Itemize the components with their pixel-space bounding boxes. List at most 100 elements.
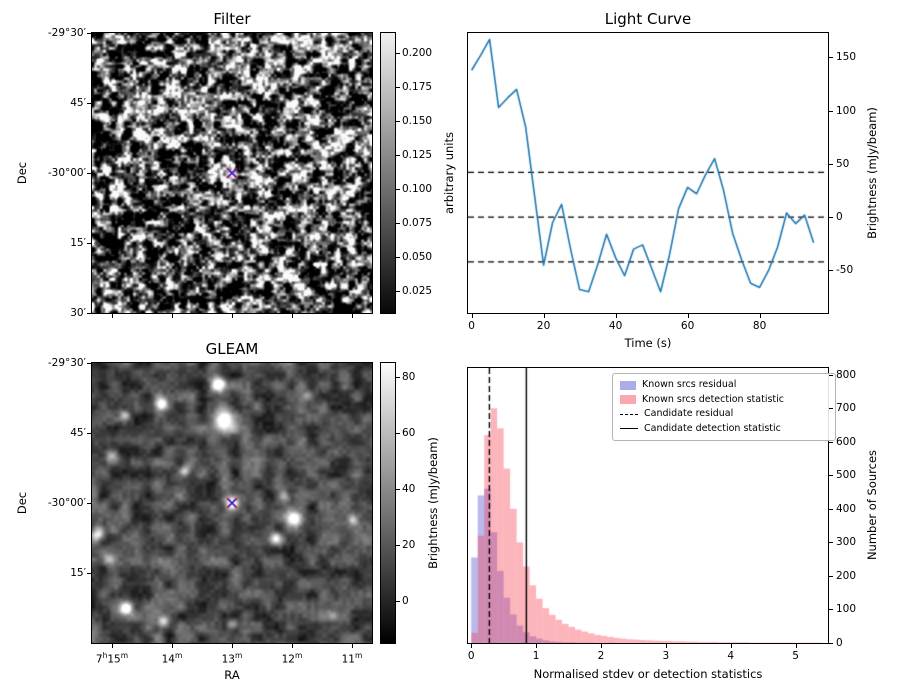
hist-ytick-label: 300: [836, 536, 857, 549]
filter-ytick: [87, 173, 91, 174]
filter-ytick-label: 45′: [70, 97, 86, 109]
hist-ytick-label: 500: [836, 469, 857, 482]
hist-xtick: [536, 644, 538, 648]
filter-cbar-tick: [396, 291, 400, 293]
gleam-xtick: [111, 644, 113, 648]
lc-ytick-label: 150: [836, 51, 857, 64]
histogram-xlabel: Normalised stdev or detection statistics: [533, 667, 763, 681]
filter-ytick-label: -29°30′: [47, 27, 86, 39]
hist-ytick-label: 200: [836, 569, 857, 582]
filter-cbar-tick: [396, 53, 400, 55]
filter-cbar-tick-label: 0.175: [402, 81, 433, 94]
gleam-heatmap: [91, 362, 373, 644]
hist-xtick: [730, 644, 732, 648]
gleam-cbar-tick: [396, 489, 400, 490]
gleam-cbar-tick-label: 80: [402, 371, 416, 383]
legend-label: Candidate detection statistic: [644, 422, 781, 434]
hist-xtick: [471, 644, 473, 648]
gleam-xtick: [171, 644, 173, 648]
hist-xtick: [665, 644, 667, 648]
lc-ytick: [829, 217, 833, 219]
gleam-ytick: [87, 573, 91, 574]
gleam-ytick: [87, 503, 91, 504]
light-curve-title: Light Curve: [604, 10, 692, 28]
hist-xtick-label: 2: [597, 650, 605, 662]
light-curve-plot: [467, 32, 829, 314]
filter-cbar-tick-label: 0.200: [402, 47, 433, 60]
hist-ytick: [829, 575, 833, 577]
lc-ytick-label: 50: [836, 157, 850, 170]
lc-ytick: [829, 110, 833, 112]
lc-ytick: [829, 270, 833, 272]
hist-ytick-label: 700: [836, 402, 857, 415]
hist-ytick-label: 100: [836, 603, 857, 616]
gleam-xtick: [232, 644, 233, 648]
histogram-legend: Known srcs residual Known srcs detection…: [612, 373, 836, 441]
filter-cbar-tick: [396, 257, 400, 259]
filter-cbar-tick-label: 0.150: [402, 115, 433, 128]
hist-ytick-label: 600: [836, 435, 857, 448]
hist-xtick-label: 1: [532, 650, 540, 662]
filter-ytick: [87, 103, 91, 104]
hist-ytick: [829, 542, 833, 544]
filter-xtick: [232, 314, 233, 318]
filter-cbar-tick-label: 0.050: [402, 251, 433, 264]
hist-ytick: [829, 408, 833, 410]
gleam-title: GLEAM: [205, 340, 259, 358]
gleam-cbar-tick-label: 0: [402, 595, 409, 607]
filter-cbar-tick-label: 0.100: [402, 183, 433, 196]
hist-xtick-label: 5: [792, 650, 799, 662]
legend-solid-line-icon: [620, 428, 638, 430]
lc-ytick-label: 100: [836, 104, 857, 117]
filter-xtick: [292, 314, 293, 318]
gleam-xtick-label: 7h15m: [95, 651, 129, 666]
gleam-xtick: [352, 644, 353, 648]
filter-cbar-tick-label: 0.125: [402, 149, 433, 162]
gleam-xtick-label: 13m: [221, 651, 243, 666]
hist-ytick-label: 400: [836, 502, 857, 515]
filter-cbar-tick: [396, 223, 400, 225]
legend-label: Known srcs detection statistic: [642, 393, 784, 405]
gleam-xtick-label: 12m: [281, 651, 303, 666]
filter-cbar-tick: [396, 87, 400, 89]
filter-cbar-tick: [396, 189, 400, 191]
legend-item-candidate-residual: Candidate residual: [620, 407, 828, 422]
gleam-ytick-label: -30°00′: [47, 497, 86, 509]
gleam-cbar-tick: [396, 601, 400, 602]
light-curve-xlabel: Time (s): [624, 336, 672, 350]
gleam-cbar-tick: [396, 545, 400, 546]
lc-xtick-label: 40: [608, 320, 623, 332]
filter-ytick-label: 30′: [70, 307, 86, 319]
legend-dashed-line-icon: [620, 413, 638, 415]
gleam-xtick-label: 14m: [161, 651, 183, 666]
lc-xtick: [687, 314, 689, 318]
hist-ytick: [829, 508, 833, 510]
filter-title: Filter: [213, 10, 251, 28]
filter-ytick-label: -30°00′: [47, 167, 86, 179]
filter-cbar-tick: [396, 121, 400, 123]
filter-xtick: [352, 314, 353, 318]
gleam-ytick-label: 45′: [70, 427, 86, 439]
filter-colorbar-label: arbitrary units: [442, 131, 456, 215]
hist-xtick: [795, 644, 797, 648]
hist-ytick: [829, 441, 833, 443]
gleam-cbar-tick: [396, 377, 400, 378]
lc-ytick: [829, 163, 833, 165]
legend-label: Known srcs residual: [642, 379, 737, 390]
hist-ytick: [829, 374, 833, 376]
gleam-xlabel: RA: [224, 668, 240, 682]
filter-ytick: [87, 313, 91, 314]
gleam-cbar-tick-label: 40: [402, 483, 416, 495]
legend-patch-known-residual: [620, 380, 636, 390]
lc-xtick-label: 60: [680, 320, 695, 332]
filter-ytick: [87, 243, 91, 244]
filter-cbar-tick-label: 0.025: [402, 285, 433, 298]
gleam-ytick: [87, 433, 91, 434]
gleam-cbar-tick: [396, 433, 400, 434]
hist-xtick: [600, 644, 602, 648]
gleam-xtick: [292, 644, 293, 648]
gleam-cbar-tick-label: 20: [402, 539, 416, 551]
lc-xtick: [615, 314, 617, 318]
legend-item-known-residual: Known srcs residual: [620, 378, 828, 393]
